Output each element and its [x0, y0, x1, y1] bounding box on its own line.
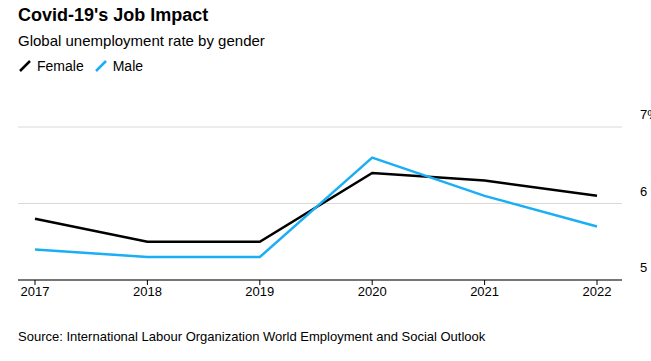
html-text:Male: Male — [112, 58, 143, 74]
svg-text:2018: 2018 — [133, 284, 162, 299]
svg-text:6: 6 — [640, 184, 643, 199]
svg-text:2022: 2022 — [583, 284, 612, 299]
html-text:Source: International Labour O: Source: International Labour Organizatio… — [18, 329, 486, 344]
svg-text:7%: 7% — [640, 107, 643, 122]
svg-text:2021: 2021 — [470, 284, 499, 299]
html-text:Female: Female — [37, 58, 84, 74]
svg-text:2020: 2020 — [358, 284, 387, 299]
svg-text:2019: 2019 — [245, 284, 274, 299]
svg-text:5: 5 — [640, 260, 643, 275]
html-text:Global unemployment rate by ge: Global unemployment rate by gender — [18, 32, 265, 49]
svg-text:2017: 2017 — [21, 284, 50, 299]
html-text:Covid-19's Job Impact: Covid-19's Job Impact — [18, 5, 209, 25]
